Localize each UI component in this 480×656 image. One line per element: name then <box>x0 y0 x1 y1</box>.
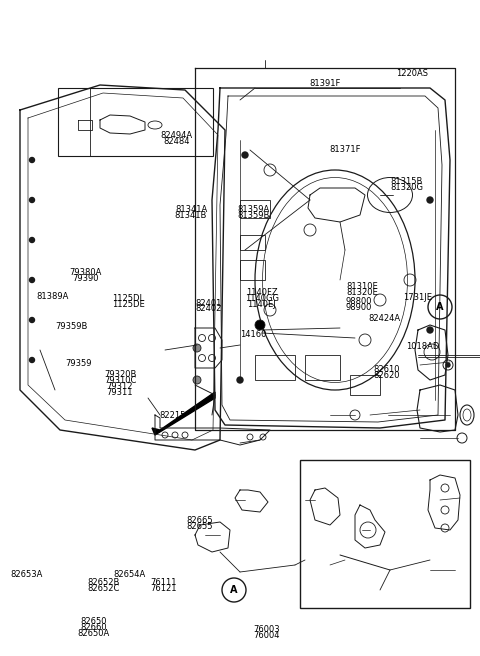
Text: 81389A: 81389A <box>36 292 69 301</box>
Circle shape <box>29 277 35 283</box>
Bar <box>305 355 340 380</box>
Text: 81320E: 81320E <box>347 288 378 297</box>
Text: A: A <box>436 302 444 312</box>
Text: 82650A: 82650A <box>77 628 110 638</box>
Text: 79310C: 79310C <box>104 376 136 385</box>
Text: 98800: 98800 <box>346 297 372 306</box>
Text: 1731JE: 1731JE <box>403 293 432 302</box>
Text: 82401: 82401 <box>196 298 222 308</box>
Circle shape <box>29 358 35 363</box>
Text: 79359: 79359 <box>65 359 92 368</box>
Text: 76111: 76111 <box>150 578 177 587</box>
Text: A: A <box>230 585 238 595</box>
Text: 81371F: 81371F <box>329 145 360 154</box>
Circle shape <box>29 197 35 203</box>
Text: 82665: 82665 <box>186 516 213 525</box>
Bar <box>58 88 213 156</box>
Text: 82650: 82650 <box>80 617 107 626</box>
Text: 1140EJ: 1140EJ <box>247 300 276 309</box>
Text: 79380A: 79380A <box>69 268 102 277</box>
Text: 79311: 79311 <box>107 388 133 397</box>
Text: 81391F: 81391F <box>310 79 341 89</box>
Text: 82424A: 82424A <box>368 314 400 323</box>
Text: 76121: 76121 <box>150 584 177 593</box>
Text: 79390: 79390 <box>72 274 99 283</box>
Text: 81359B: 81359B <box>237 211 270 220</box>
Text: 1125DE: 1125DE <box>112 300 145 309</box>
Circle shape <box>29 237 35 243</box>
Text: 82652C: 82652C <box>87 584 120 593</box>
Text: 82620: 82620 <box>373 371 400 380</box>
Text: 82402: 82402 <box>196 304 222 314</box>
Circle shape <box>255 320 265 330</box>
Bar <box>255 355 295 380</box>
Text: 79359B: 79359B <box>55 321 87 331</box>
Bar <box>240 260 265 280</box>
Circle shape <box>446 363 450 367</box>
Text: 14160: 14160 <box>240 330 266 339</box>
Text: 81310E: 81310E <box>347 282 378 291</box>
Text: 82494A: 82494A <box>161 131 192 140</box>
Text: 1220AS: 1220AS <box>396 69 428 78</box>
Text: 82655: 82655 <box>186 522 213 531</box>
Bar <box>240 200 270 218</box>
Text: 79312: 79312 <box>107 382 133 391</box>
Text: 82610: 82610 <box>373 365 400 374</box>
Text: 81341B: 81341B <box>175 211 207 220</box>
Text: 82484: 82484 <box>163 137 190 146</box>
Bar <box>300 460 470 608</box>
Text: 82652B: 82652B <box>87 578 120 587</box>
Text: 81341A: 81341A <box>175 205 207 214</box>
Circle shape <box>427 327 433 333</box>
Text: 76003: 76003 <box>253 625 280 634</box>
Circle shape <box>242 152 248 158</box>
Text: 81315B: 81315B <box>391 177 423 186</box>
Bar <box>350 375 380 395</box>
Text: 1018AD: 1018AD <box>406 342 439 351</box>
Text: 81359A: 81359A <box>237 205 270 214</box>
Circle shape <box>193 376 201 384</box>
Bar <box>240 235 265 250</box>
Text: 82653A: 82653A <box>10 570 43 579</box>
Text: 82660: 82660 <box>80 623 107 632</box>
Text: 81320G: 81320G <box>391 183 423 192</box>
Text: 79320B: 79320B <box>104 370 136 379</box>
Circle shape <box>237 377 243 383</box>
Text: 1140GG: 1140GG <box>245 294 278 303</box>
Circle shape <box>427 197 433 203</box>
Text: 82654A: 82654A <box>113 570 146 579</box>
Circle shape <box>29 318 35 323</box>
Text: 1125DL: 1125DL <box>113 294 144 303</box>
Text: 98900: 98900 <box>346 302 372 312</box>
Text: 1140FZ: 1140FZ <box>246 288 277 297</box>
Circle shape <box>193 344 201 352</box>
Polygon shape <box>152 392 215 435</box>
Circle shape <box>29 157 35 163</box>
Text: 82215: 82215 <box>160 411 186 420</box>
Text: 76004: 76004 <box>253 630 280 640</box>
